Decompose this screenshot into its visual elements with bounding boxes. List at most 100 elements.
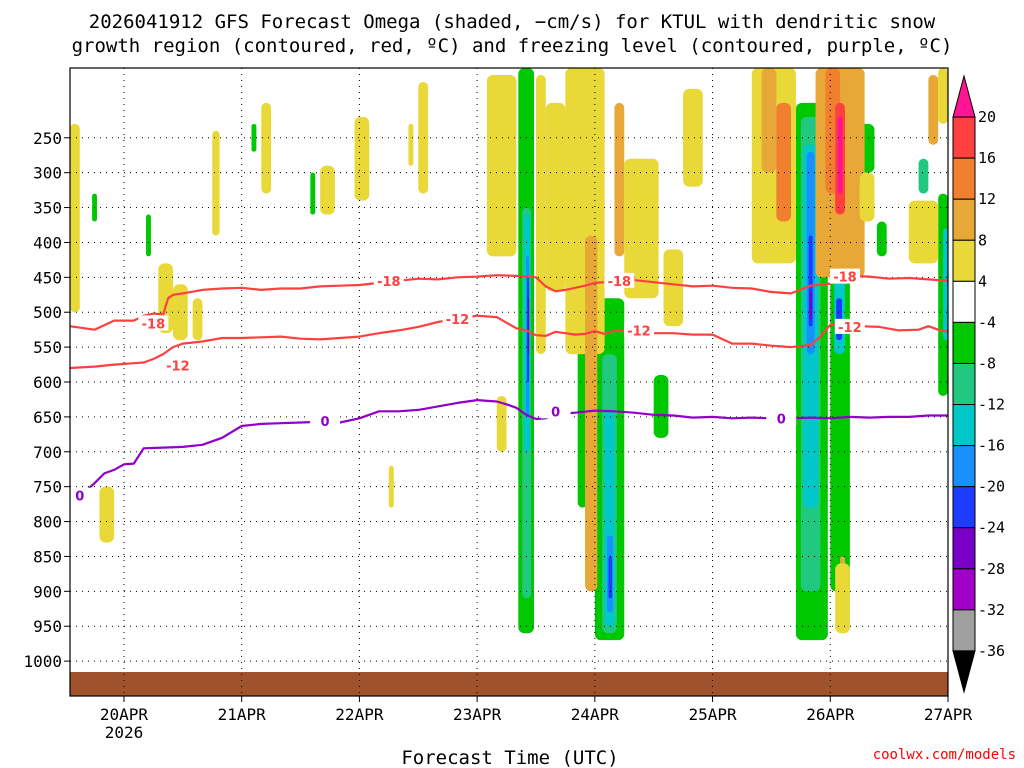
contour-label-bg xyxy=(829,268,860,284)
credit-text: coolwx.com/models xyxy=(873,747,1016,763)
colorbar-swatch xyxy=(952,280,976,323)
omega-subsidence-cell xyxy=(70,123,80,313)
colorbar-label: -12 xyxy=(978,396,1005,414)
x-tick-label: 26APR xyxy=(806,705,855,724)
colorbar-label: 8 xyxy=(978,231,987,249)
chart-title-line2: growth region (contoured, red, ºC) and f… xyxy=(72,35,953,57)
y-tick-label: 750 xyxy=(33,478,62,497)
omega-updraft-cell xyxy=(918,158,929,194)
omega-subsidence-cell xyxy=(486,74,517,257)
colorbar-label: -24 xyxy=(978,519,1005,537)
colorbar-label: -16 xyxy=(978,437,1005,455)
y-tick-label: 1000 xyxy=(23,652,62,671)
contour-label--12: -12 xyxy=(166,359,190,374)
omega-updraft-cell xyxy=(876,221,887,257)
contour-label-bg xyxy=(64,487,95,503)
omega-subsidence-cell xyxy=(663,249,684,327)
colorbar-bottom-arrow xyxy=(952,650,976,694)
omega-subsidence-cell xyxy=(683,88,703,187)
contour-label-bg xyxy=(373,272,404,288)
colorbar-swatch xyxy=(952,609,976,652)
colorbar-label: -28 xyxy=(978,560,1005,578)
y-tick-label: 800 xyxy=(33,513,62,532)
y-tick-label: 500 xyxy=(33,303,62,322)
omega-subsidence-cell xyxy=(99,486,115,543)
colorbar-label: 4 xyxy=(978,272,987,290)
y-tick-label: 600 xyxy=(33,373,62,392)
contour-label--12: -12 xyxy=(446,313,470,328)
contour-line--18 xyxy=(69,274,949,331)
colorbar-swatch xyxy=(952,321,976,364)
contour-label-bg xyxy=(162,357,193,373)
contour-label-bg xyxy=(310,413,341,429)
x-tick-label: 25APR xyxy=(688,705,737,724)
contour-label-bg xyxy=(442,311,473,327)
contour-label--18: -18 xyxy=(377,275,401,290)
colorbar-swatch xyxy=(952,157,976,200)
contour-label--12: -12 xyxy=(838,321,862,336)
colorbar-swatch xyxy=(952,239,976,282)
colorbar-label: -32 xyxy=(978,601,1005,619)
y-tick-label: 850 xyxy=(33,547,62,566)
omega-subsidence-cell xyxy=(408,123,414,166)
y-tick-label: 700 xyxy=(33,443,62,462)
y-tick-label: 350 xyxy=(33,199,62,218)
x-tick-label: 23APR xyxy=(453,705,502,724)
omega-updraft-cell xyxy=(653,375,669,438)
colorbar-swatch xyxy=(952,116,976,159)
x-tick-label: 20APR xyxy=(100,705,149,724)
omega-updraft-cell xyxy=(809,291,813,320)
omega-subsidence-cell xyxy=(624,158,659,299)
contour-label-0: 0 xyxy=(551,405,560,420)
omega-subsidence-cell xyxy=(837,116,843,194)
y-tick-label: 400 xyxy=(33,233,62,252)
x-tick-label: 27APR xyxy=(924,705,973,724)
y-tick-label: 250 xyxy=(33,129,62,148)
contour-label-bg xyxy=(623,322,654,338)
omega-shading xyxy=(70,68,948,641)
y-axis-ticks: 250 300 350 400 450 500 550 600 650 700 750 800 850 9… xyxy=(23,129,70,671)
colorbar-swatch xyxy=(952,445,976,488)
contour-label-0: 0 xyxy=(777,412,786,427)
chart-title-line1: 2026041912 GFS Forecast Omega (shaded, −… xyxy=(89,11,936,33)
colorbar-swatch xyxy=(952,362,976,406)
y-tick-label: 950 xyxy=(33,617,62,636)
colorbar-label: -36 xyxy=(978,642,1005,660)
colorbar-swatch xyxy=(952,568,976,611)
contour-label--18: -18 xyxy=(833,271,857,286)
omega-subsidence-cell xyxy=(496,395,507,452)
contours: -18 -18 -18 -18 -12 -12 -12 -12 0 0 0 0 xyxy=(64,268,949,505)
omega-subsidence-cell xyxy=(173,284,188,341)
omega-subsidence-cell xyxy=(192,298,203,341)
contour-line--12 xyxy=(69,314,949,370)
contour-label-0: 0 xyxy=(75,490,84,505)
contour-label-bg xyxy=(834,318,865,334)
omega-subsidence-cell xyxy=(585,235,598,592)
colorbar-label: -20 xyxy=(978,478,1005,496)
omega-subsidence-cell xyxy=(212,130,220,236)
colorbar-top-arrow xyxy=(952,74,976,118)
y-tick-label: 550 xyxy=(33,338,62,357)
contour-label--18: -18 xyxy=(142,317,166,332)
colorbar-label: 12 xyxy=(978,190,996,208)
omega-updraft-cell xyxy=(943,228,948,341)
omega-subsidence-cell xyxy=(388,465,394,508)
omega-subsidence-cell xyxy=(320,165,335,215)
omega-subsidence-cell xyxy=(835,563,850,634)
omega-subsidence-cell xyxy=(614,102,625,257)
terrain-surface xyxy=(70,672,948,696)
colorbar-label: -4 xyxy=(978,313,996,331)
omega-subsidence-cell xyxy=(545,102,566,292)
colorbar-swatch xyxy=(952,527,976,570)
omega-updraft-cell xyxy=(251,123,257,152)
colorbar-label: -8 xyxy=(978,354,996,372)
contour-label--18: -18 xyxy=(608,275,632,290)
omega-subsidence-cell xyxy=(908,200,939,264)
omega-updraft-cell xyxy=(608,556,613,599)
omega-subsidence-cell xyxy=(761,68,777,173)
omega-subsidence-cell xyxy=(928,74,939,145)
x-axis-label: Forecast Time (UTC) xyxy=(401,747,618,768)
contour-label-bg xyxy=(766,410,797,426)
